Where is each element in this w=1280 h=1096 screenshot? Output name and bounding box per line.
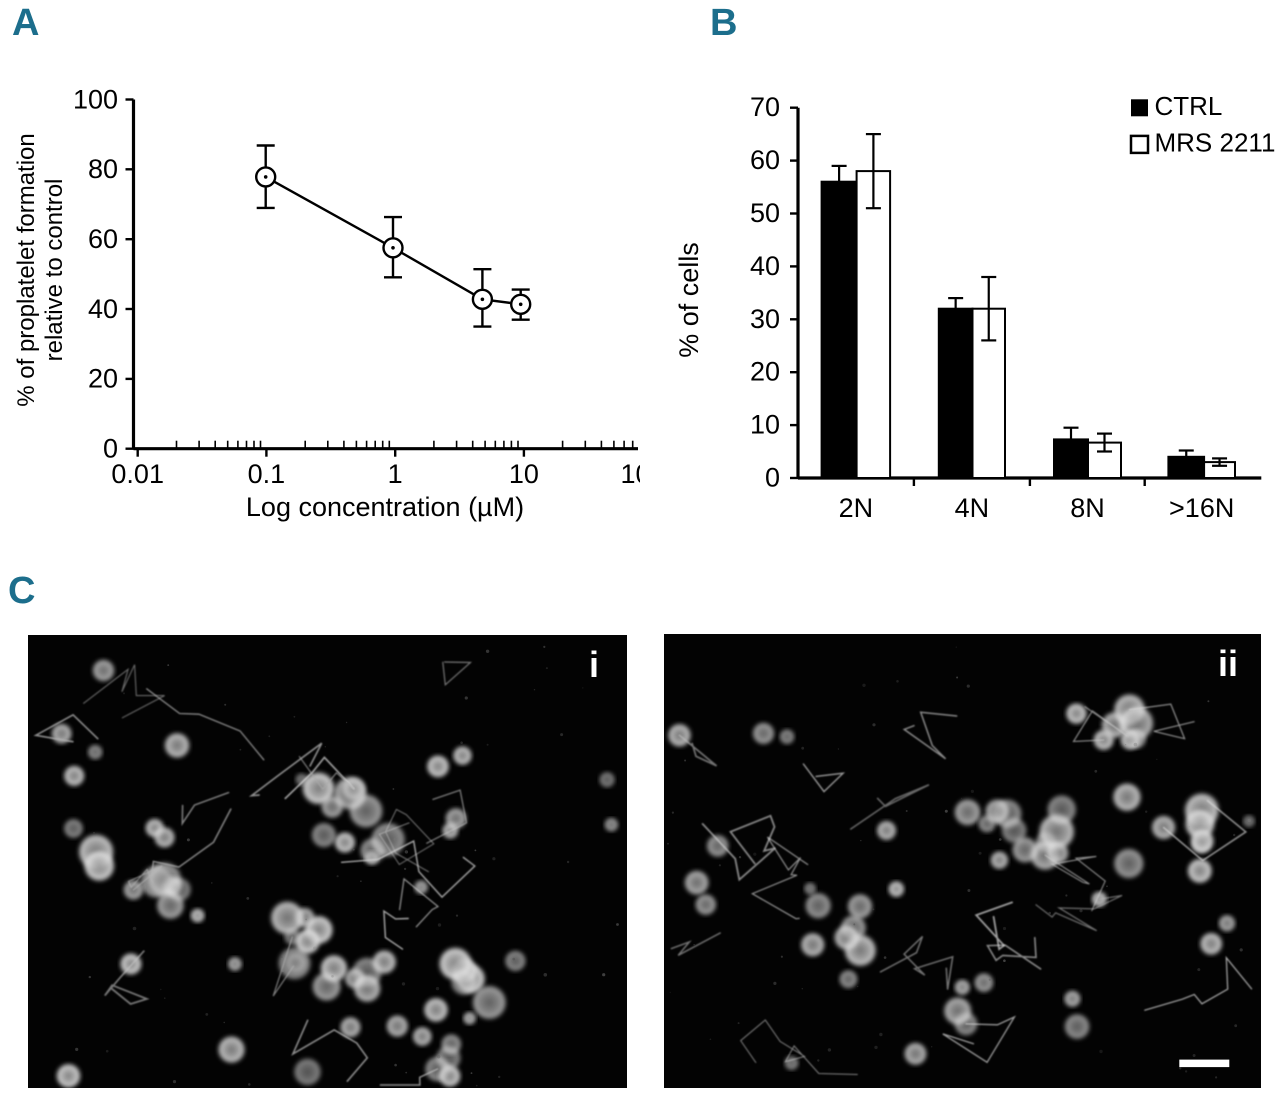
svg-text:10: 10 [750,410,780,440]
svg-text:100: 100 [73,84,118,114]
svg-text:50: 50 [750,198,780,228]
svg-text:2N: 2N [839,493,874,523]
svg-text:8N: 8N [1070,493,1105,523]
svg-text:70: 70 [750,92,780,122]
svg-text:0: 0 [765,463,780,493]
svg-text:0.01: 0.01 [111,459,164,489]
svg-text:>16N: >16N [1169,493,1234,523]
svg-text:40: 40 [88,294,118,324]
svg-text:60: 60 [750,145,780,175]
svg-text:MRS 2211: MRS 2211 [1155,128,1276,158]
svg-text:i: i [589,644,599,685]
svg-text:30: 30 [750,304,780,334]
svg-text:relative to control: relative to control [41,179,68,362]
svg-text:1: 1 [388,459,403,489]
svg-text:100: 100 [620,459,640,489]
svg-text:Log concentration (µM): Log concentration (µM) [246,492,524,522]
svg-text:20: 20 [88,364,118,394]
svg-text:20: 20 [750,357,780,387]
svg-text:80: 80 [88,154,118,184]
svg-text:40: 40 [750,251,780,281]
svg-text:60: 60 [88,224,118,254]
svg-text:ii: ii [1218,643,1238,684]
svg-text:% of proplatelet formation: % of proplatelet formation [13,133,40,406]
svg-text:4N: 4N [955,493,990,523]
svg-text:0.1: 0.1 [248,459,286,489]
svg-text:10: 10 [509,459,539,489]
svg-text:CTRL: CTRL [1155,91,1223,121]
svg-text:% of cells: % of cells [674,242,704,358]
